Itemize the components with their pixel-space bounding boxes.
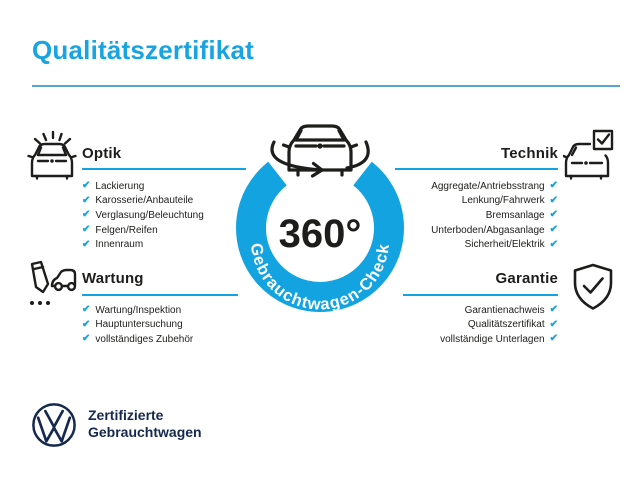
check-icon: ✔ xyxy=(82,194,91,206)
garantie-checklist: Garantienachweis ✔ Qualitätszertifikat ✔ v… xyxy=(440,303,558,347)
list-item-label: Wartung/Inspektion xyxy=(95,304,182,316)
list-item: Sicherheit/Elektrik ✔ xyxy=(431,237,558,252)
check-icon: ✔ xyxy=(549,180,558,192)
section-title-technik: Technik xyxy=(501,145,558,162)
list-item-label: vollständiges Zubehör xyxy=(95,333,194,345)
check-icon: ✔ xyxy=(82,333,91,345)
list-item-label: Innenraum xyxy=(95,239,144,251)
page-title: Qualitätszertifikat xyxy=(32,35,254,65)
list-item: ✔ Verglasung/Beleuchtung xyxy=(82,208,204,223)
check-icon: ✔ xyxy=(82,180,91,192)
section-rule-wartung xyxy=(82,294,238,296)
360-label: 360° xyxy=(279,212,362,256)
list-item: Aggregate/Antriebsstrang ✔ xyxy=(431,179,558,194)
list-item: ✔ Karosserie/Anbauteile xyxy=(82,194,204,209)
wartung-checklist: ✔ Wartung/Inspektion ✔ Hauptuntersuchung ✔… xyxy=(82,303,193,347)
check-icon: ✔ xyxy=(82,224,91,236)
list-item: ✔ Felgen/Reifen xyxy=(82,223,204,238)
list-item: ✔ Innenraum xyxy=(82,237,204,252)
check-icon: ✔ xyxy=(82,238,91,250)
check-icon: ✔ xyxy=(82,209,91,221)
title-divider xyxy=(32,85,620,87)
list-item-label: Bremsanlage xyxy=(485,209,545,221)
list-item: Qualitätszertifikat ✔ xyxy=(440,318,558,333)
list-item-label: Lenkung/Fahrwerk xyxy=(461,195,545,207)
list-item-label: vollständige Unterlagen xyxy=(440,333,545,345)
list-item: Garantienachweis ✔ xyxy=(440,303,558,318)
check-icon: ✔ xyxy=(549,304,558,316)
list-item-label: Karosserie/Anbauteile xyxy=(95,195,194,207)
list-item: vollständige Unterlagen ✔ xyxy=(440,332,558,347)
list-item-label: Hauptuntersuchung xyxy=(95,319,183,331)
list-item: ✔ Lackierung xyxy=(82,179,204,194)
list-item-label: Garantienachweis xyxy=(464,304,545,316)
section-rule-garantie xyxy=(403,294,558,296)
footer-line2: Gebrauchtwagen xyxy=(88,424,202,440)
service-checklist-icon xyxy=(30,260,77,305)
optik-checklist: ✔ Lackierung ✔ Karosserie/Anbauteile ✔ Verg… xyxy=(82,179,204,252)
check-icon: ✔ xyxy=(549,333,558,345)
check-icon: ✔ xyxy=(549,238,558,250)
list-item-label: Lackierung xyxy=(95,180,145,192)
list-item-label: Aggregate/Antriebsstrang xyxy=(431,180,545,192)
list-item: Lenkung/Fahrwerk ✔ xyxy=(431,194,558,209)
list-item: Bremsanlage ✔ xyxy=(431,208,558,223)
car-360-icon xyxy=(270,124,370,178)
list-item-label: Felgen/Reifen xyxy=(95,224,158,236)
list-item-label: Qualitätszertifikat xyxy=(467,319,545,331)
list-item: ✔ vollständiges Zubehör xyxy=(82,332,193,347)
section-rule-optik xyxy=(82,168,246,170)
shiny-car-icon xyxy=(27,130,77,180)
car-checkbox-icon xyxy=(563,129,614,180)
check-icon: ✔ xyxy=(82,318,91,330)
list-item: ✔ Wartung/Inspektion xyxy=(82,303,193,318)
section-title-wartung: Wartung xyxy=(82,270,144,287)
check-icon: ✔ xyxy=(549,194,558,206)
section-title-optik: Optik xyxy=(82,145,122,162)
footer-wordmark: Zertifizierte Gebrauchtwagen xyxy=(88,407,202,441)
check-icon: ✔ xyxy=(549,318,558,330)
check-icon: ✔ xyxy=(549,224,558,236)
check-icon: ✔ xyxy=(82,304,91,316)
list-item: ✔ Hauptuntersuchung xyxy=(82,318,193,333)
list-item: Unterboden/Abgasanlage ✔ xyxy=(431,223,558,238)
check-icon: ✔ xyxy=(549,209,558,221)
section-title-garantie: Garantie xyxy=(495,270,558,287)
footer-line1: Zertifizierte xyxy=(88,407,164,423)
list-item-label: Sicherheit/Elektrik xyxy=(464,239,545,251)
list-item-label: Unterboden/Abgasanlage xyxy=(431,224,545,236)
ring-arc xyxy=(236,161,404,312)
section-rule-technik xyxy=(395,168,558,170)
vw-logo xyxy=(32,403,76,447)
list-item-label: Verglasung/Beleuchtung xyxy=(95,209,204,221)
technik-checklist: Aggregate/Antriebsstrang ✔ Lenkung/Fahrwe… xyxy=(431,179,558,252)
shield-check-icon xyxy=(573,263,613,310)
